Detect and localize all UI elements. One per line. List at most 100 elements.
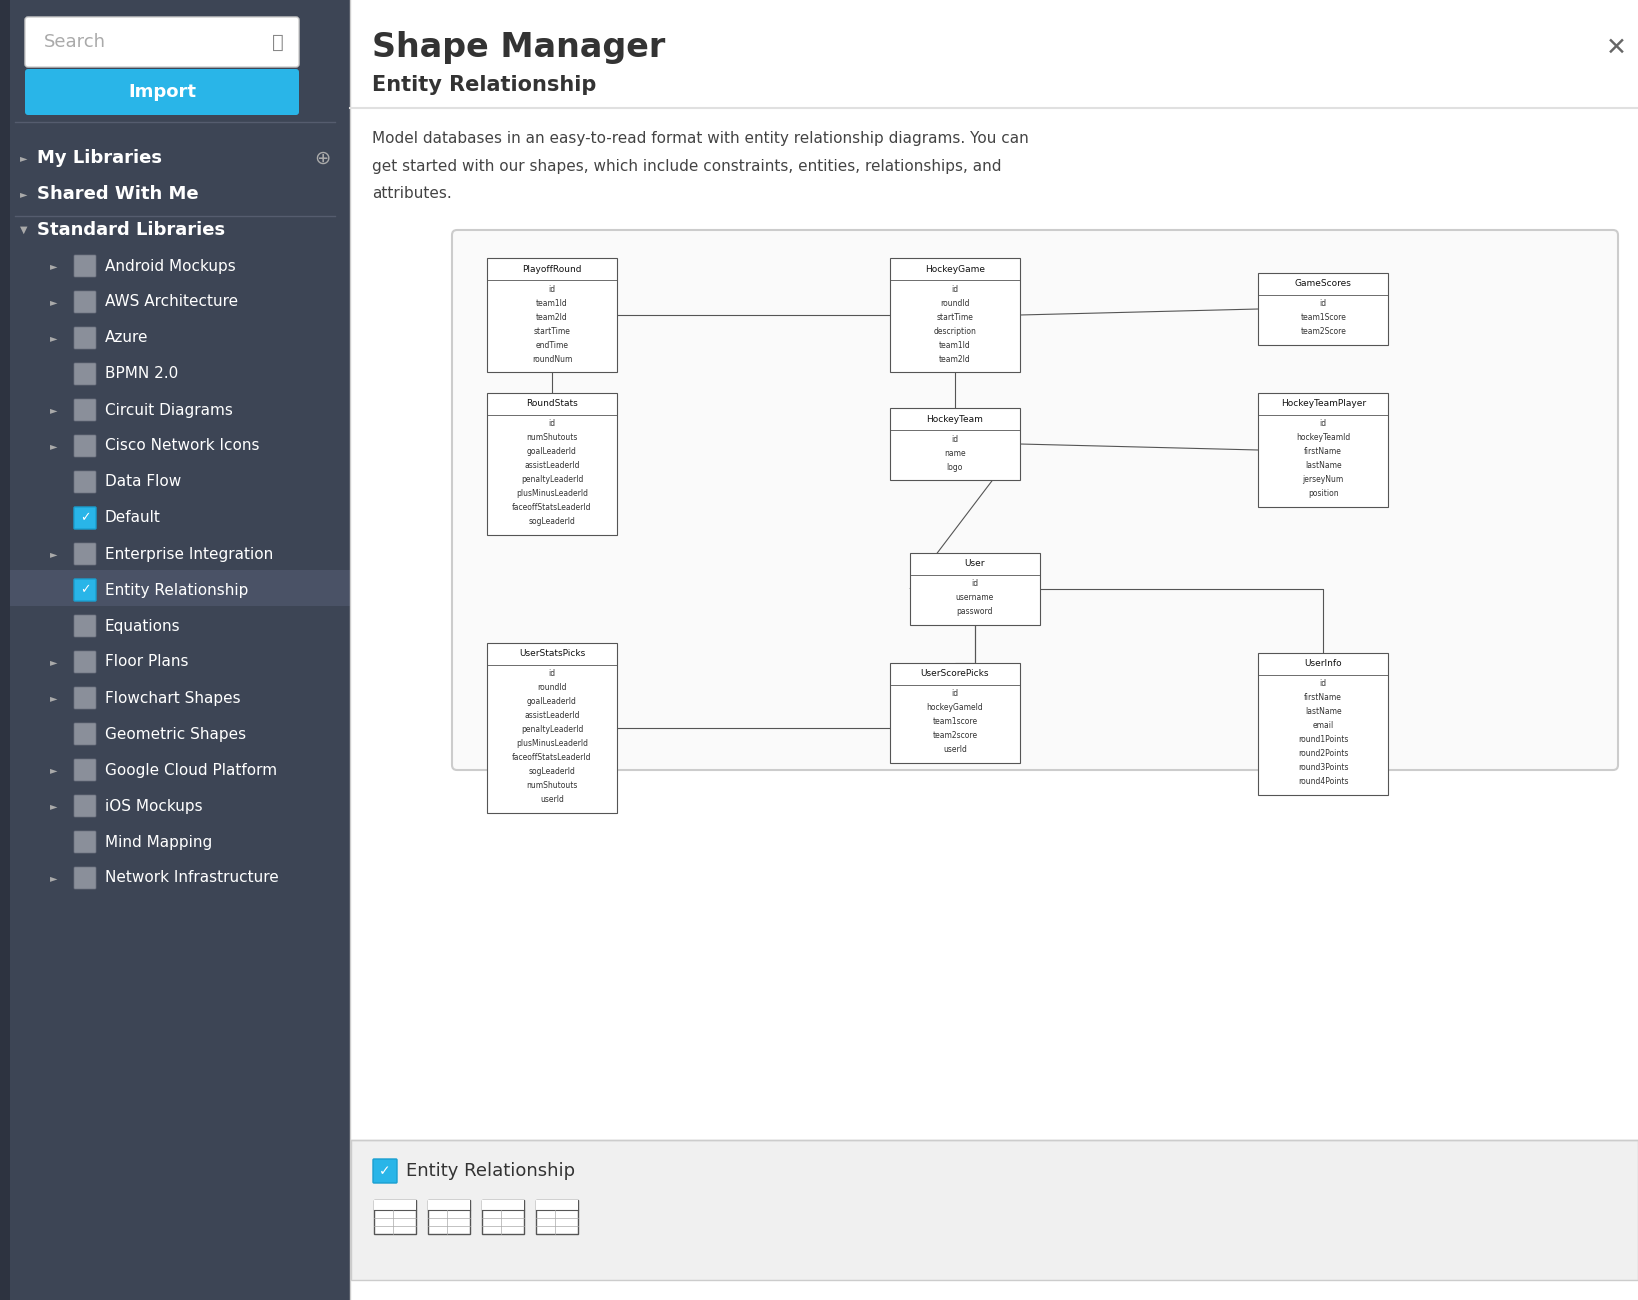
Text: ✕: ✕	[1605, 36, 1627, 60]
FancyBboxPatch shape	[373, 1160, 396, 1183]
Text: ⌕: ⌕	[272, 32, 283, 52]
FancyBboxPatch shape	[74, 831, 97, 853]
Text: id: id	[1320, 299, 1327, 308]
Bar	[373, 1200, 416, 1210]
Text: Geometric Shapes: Geometric Shapes	[105, 727, 246, 741]
Text: Standard Libraries: Standard Libraries	[38, 221, 224, 239]
Text: faceoffStatsLeaderId: faceoffStatsLeaderId	[513, 503, 591, 512]
Text: sogLeaderId: sogLeaderId	[529, 517, 575, 526]
Text: username: username	[957, 594, 994, 602]
Text: ►: ►	[51, 656, 57, 667]
Text: numShutouts: numShutouts	[526, 433, 578, 442]
Text: team2Id: team2Id	[536, 312, 568, 321]
Bar	[428, 1200, 470, 1234]
Text: Enterprise Integration: Enterprise Integration	[105, 546, 274, 562]
Text: Import: Import	[128, 83, 197, 101]
Text: Entity Relationship: Entity Relationship	[105, 582, 249, 598]
Text: ►: ►	[51, 549, 57, 559]
Text: id: id	[952, 689, 958, 698]
Bar	[889, 663, 1020, 763]
FancyBboxPatch shape	[74, 436, 97, 458]
Text: round3Points: round3Points	[1297, 763, 1348, 772]
Text: team2score: team2score	[932, 732, 978, 741]
FancyBboxPatch shape	[74, 651, 97, 673]
Text: roundId: roundId	[940, 299, 970, 308]
Text: Floor Plans: Floor Plans	[105, 654, 188, 670]
Text: Default: Default	[105, 511, 161, 525]
Text: team2Score: team2Score	[1301, 328, 1346, 337]
Bar	[1258, 393, 1387, 507]
Bar	[486, 644, 618, 812]
Text: iOS Mockups: iOS Mockups	[105, 798, 203, 814]
FancyBboxPatch shape	[74, 796, 97, 816]
Bar	[351, 0, 1638, 1300]
Bar	[373, 1200, 416, 1234]
Text: password: password	[957, 607, 993, 616]
Text: Search: Search	[44, 32, 106, 51]
Text: Circuit Diagrams: Circuit Diagrams	[105, 403, 233, 417]
Text: id: id	[549, 670, 555, 679]
Text: ►: ►	[20, 188, 28, 199]
Text: roundNum: roundNum	[532, 355, 572, 364]
Text: UserInfo: UserInfo	[1304, 659, 1342, 668]
FancyBboxPatch shape	[74, 363, 97, 385]
Text: Entity Relationship: Entity Relationship	[372, 75, 596, 95]
Text: penaltyLeaderId: penaltyLeaderId	[521, 725, 583, 734]
Bar	[351, 1140, 1638, 1280]
Text: Data Flow: Data Flow	[105, 474, 182, 490]
FancyBboxPatch shape	[452, 230, 1618, 770]
Text: id: id	[1320, 420, 1327, 429]
Text: HockeyTeam: HockeyTeam	[927, 415, 983, 424]
Text: roundId: roundId	[537, 684, 567, 693]
Text: ►: ►	[20, 153, 28, 162]
Text: hockeyGameId: hockeyGameId	[927, 703, 983, 712]
Text: name: name	[943, 448, 966, 458]
Text: lastName: lastName	[1305, 462, 1342, 471]
Text: Mind Mapping: Mind Mapping	[105, 835, 213, 849]
FancyBboxPatch shape	[74, 578, 97, 601]
Text: id: id	[952, 434, 958, 443]
FancyBboxPatch shape	[74, 723, 97, 745]
Text: Entity Relationship: Entity Relationship	[406, 1162, 575, 1180]
Text: ►: ►	[51, 333, 57, 343]
Text: ►: ►	[51, 693, 57, 703]
Text: assistLeaderId: assistLeaderId	[524, 711, 580, 720]
Text: id: id	[549, 420, 555, 429]
Text: numShutouts: numShutouts	[526, 781, 578, 790]
Text: ✓: ✓	[378, 1164, 391, 1178]
Text: startTime: startTime	[534, 326, 570, 335]
Text: My Libraries: My Libraries	[38, 150, 162, 166]
Text: Google Cloud Platform: Google Cloud Platform	[105, 763, 277, 777]
Text: GameScores: GameScores	[1294, 280, 1351, 289]
Text: Equations: Equations	[105, 619, 180, 633]
FancyBboxPatch shape	[25, 17, 300, 68]
FancyBboxPatch shape	[74, 507, 97, 529]
Text: ✓: ✓	[80, 511, 90, 524]
Text: jerseyNum: jerseyNum	[1302, 476, 1343, 485]
FancyBboxPatch shape	[74, 759, 97, 781]
Text: ►: ►	[51, 441, 57, 451]
FancyBboxPatch shape	[74, 328, 97, 348]
Text: id: id	[952, 285, 958, 294]
Bar	[486, 393, 618, 536]
Text: Flowchart Shapes: Flowchart Shapes	[105, 690, 241, 706]
Text: sogLeaderId: sogLeaderId	[529, 767, 575, 776]
Text: endTime: endTime	[536, 341, 568, 350]
Text: description: description	[934, 326, 976, 335]
Text: attributes.: attributes.	[372, 186, 452, 202]
Text: team1Id: team1Id	[939, 341, 971, 350]
Text: Azure: Azure	[105, 330, 149, 346]
Text: startTime: startTime	[937, 312, 973, 321]
Text: firstName: firstName	[1304, 447, 1342, 456]
Bar	[0, 0, 10, 1300]
Bar	[482, 1200, 524, 1210]
Text: BPMN 2.0: BPMN 2.0	[105, 367, 179, 381]
Text: hockeyTeamId: hockeyTeamId	[1296, 433, 1350, 442]
Text: userId: userId	[943, 745, 966, 754]
Bar	[0, 0, 351, 1300]
Text: round1Points: round1Points	[1297, 736, 1348, 745]
Text: ►: ►	[51, 261, 57, 270]
Bar	[889, 408, 1020, 480]
Bar	[911, 552, 1040, 625]
FancyBboxPatch shape	[74, 686, 97, 708]
